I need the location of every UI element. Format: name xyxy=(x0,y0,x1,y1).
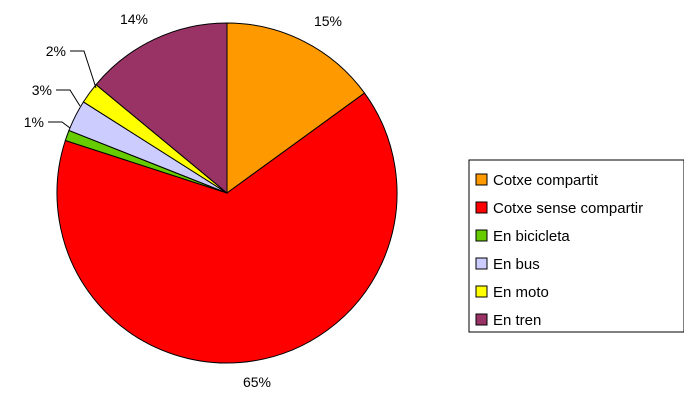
percent-label: 15% xyxy=(314,13,342,29)
percent-label: 3% xyxy=(32,82,52,98)
legend: Cotxe compartit Cotxe sense compartir En b… xyxy=(468,159,684,333)
legend-label: En bus xyxy=(493,256,540,273)
legend-swatch xyxy=(475,285,488,298)
legend-swatch xyxy=(475,229,488,242)
pie-slice-cotxe-compartit xyxy=(226,22,366,194)
legend-swatch xyxy=(475,257,488,270)
legend-box xyxy=(468,159,684,333)
percent-label: 2% xyxy=(46,43,66,59)
legend-label: En bicicleta xyxy=(493,228,570,245)
legend-label: En moto xyxy=(493,284,549,301)
leader-line xyxy=(70,50,97,89)
legend-swatch xyxy=(475,313,488,326)
pie-slice-en-tren xyxy=(95,22,228,195)
percent-labels: 15% 65% 1% 3% 2% 14% xyxy=(24,11,342,390)
legend-swatch xyxy=(475,201,488,214)
legend-swatch xyxy=(475,173,488,186)
pie-slice-cotxe-sense-compartir xyxy=(56,92,398,364)
legend-label: Cotxe sense compartir xyxy=(493,200,643,217)
leader-line xyxy=(48,121,71,129)
leader-lines xyxy=(48,50,97,129)
legend-label: Cotxe compartit xyxy=(493,172,599,189)
percent-label: 14% xyxy=(120,11,148,27)
pie-slices xyxy=(56,22,398,364)
legend-label: En tren xyxy=(493,312,541,329)
percent-label: 65% xyxy=(243,374,271,390)
leader-line xyxy=(56,89,81,107)
percent-label: 1% xyxy=(24,114,44,130)
